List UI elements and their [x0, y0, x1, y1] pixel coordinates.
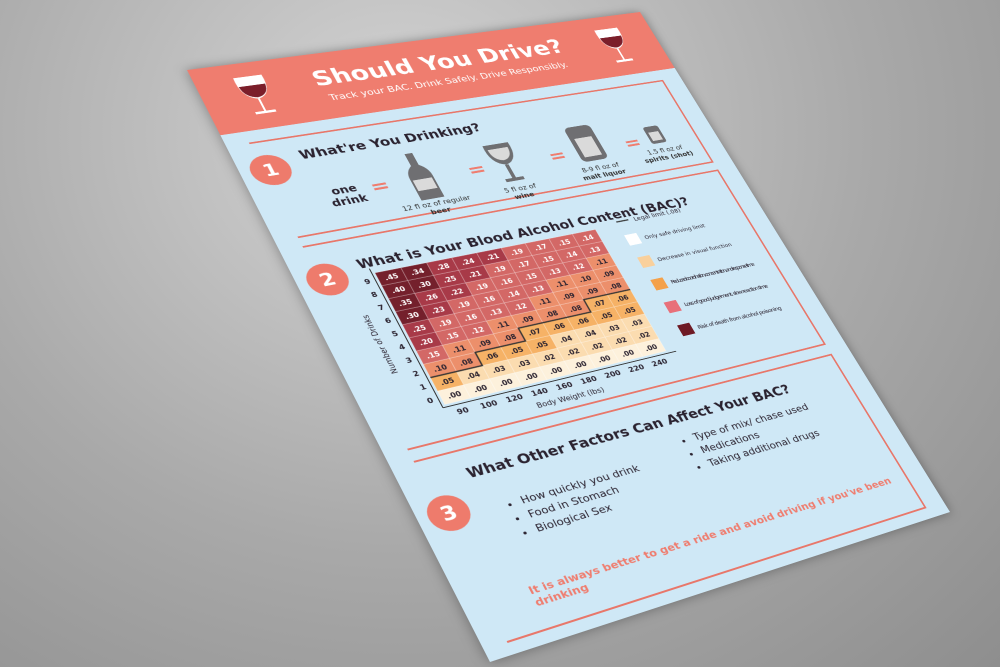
drink-caption: 8-9 fl oz of malt liquor: [564, 159, 641, 185]
legend-label: Risk of death from alcohol poisoning: [696, 306, 783, 331]
section-number: 1: [244, 152, 298, 188]
section-number: 3: [420, 491, 478, 536]
beer-bottle-icon: [393, 150, 448, 203]
legend-label: Loss of good judgement, slow reaction ti…: [683, 283, 770, 307]
legend-swatch: [624, 233, 642, 246]
legend-label: Only safe driving limit: [643, 223, 707, 241]
equals-sign: =: [366, 176, 394, 198]
y-tick-label: 3: [404, 356, 414, 365]
wine-glass-icon: [478, 140, 534, 186]
legend-label: Reduced coordination, concentration, and…: [670, 262, 757, 286]
x-tick-label: 100: [479, 399, 500, 411]
shot-glass-icon: [640, 124, 670, 146]
malt-liquor-icon: [561, 123, 612, 165]
x-tick-label: 140: [530, 386, 551, 398]
x-tick-label: 200: [603, 369, 623, 380]
equals-sign: =: [463, 159, 490, 180]
y-tick-label: 8: [370, 290, 380, 299]
equals-sign: =: [544, 146, 571, 167]
x-tick-label: 180: [579, 374, 599, 385]
x-tick-label: 160: [554, 380, 575, 392]
legend-swatch: [677, 323, 695, 337]
y-tick-label: 1: [418, 383, 428, 392]
poster: Should You Drive? Track your BAC. Drink …: [187, 12, 950, 662]
legend-swatch: [664, 300, 682, 313]
y-tick-label: 9: [363, 277, 373, 286]
x-tick-label: 220: [627, 363, 647, 374]
one-drink-label: one drink: [321, 181, 372, 209]
legend-label: Decrease in visual function: [656, 242, 733, 263]
page: Should You Drive? Track your BAC. Drink …: [0, 0, 1000, 667]
y-tick-label: 0: [425, 396, 435, 405]
x-tick-label: 120: [504, 392, 525, 404]
factor-list: How quickly you drink Food in Stomach Bi…: [504, 462, 659, 541]
legend-line: [616, 220, 628, 222]
section-title: What're You Drinking?: [296, 121, 483, 163]
x-tick-label: 90: [455, 406, 471, 417]
legend-swatch: [637, 255, 655, 268]
y-tick-label: 6: [383, 316, 393, 325]
y-tick-label: 4: [397, 343, 407, 352]
y-tick-label: 7: [376, 303, 386, 312]
x-tick-label: 240: [650, 357, 670, 368]
y-axis-label: Number of Drinks: [360, 314, 400, 375]
legend-swatch: [650, 277, 668, 290]
y-tick-label: 5: [390, 329, 400, 338]
y-tick-label: 2: [411, 369, 421, 378]
